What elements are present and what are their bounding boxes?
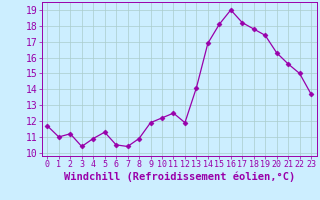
X-axis label: Windchill (Refroidissement éolien,°C): Windchill (Refroidissement éolien,°C) <box>64 172 295 182</box>
